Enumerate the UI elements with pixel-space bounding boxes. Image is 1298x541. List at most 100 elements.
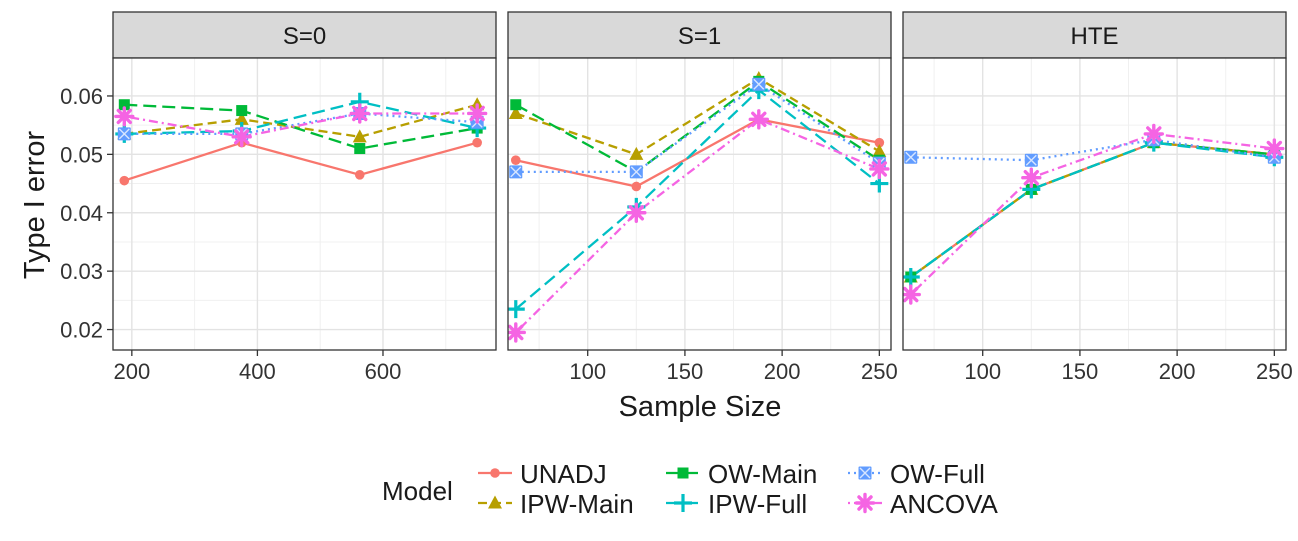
data-point-unadj xyxy=(119,175,130,186)
series-line-ipw-main xyxy=(124,103,478,138)
panel-s0: S=0 200 400 600 0.02 0.03 0.04 0.05 0.06 xyxy=(60,11,497,384)
x-tick-label: 600 xyxy=(365,359,402,384)
data-point-unadj xyxy=(874,137,885,148)
series-line-ancova xyxy=(909,132,1275,296)
data-point-ancova xyxy=(903,284,921,305)
x-tick-label: 150 xyxy=(1062,359,1099,384)
panel-data xyxy=(114,92,488,186)
data-point-unadj xyxy=(472,137,482,148)
legend-item-ow-main: OW-Main xyxy=(666,459,817,489)
data-point-ow-main xyxy=(510,99,522,111)
legend-item-unadj: UNADJ xyxy=(478,459,607,489)
x-tick-label: 150 xyxy=(667,359,704,384)
series-line-unadj xyxy=(123,141,478,182)
panel-s1: S=1 100 150 200 250 xyxy=(507,11,898,384)
legend-key-ipw-full-icon xyxy=(674,494,692,512)
legend-label: OW-Full xyxy=(890,459,985,489)
x-tick-label: 200 xyxy=(113,359,150,384)
legend-key-ancova-icon xyxy=(854,492,876,514)
series-line-unadj xyxy=(515,118,880,188)
square-cross-lines xyxy=(1025,154,1037,166)
data-point-ipw-main xyxy=(872,143,887,157)
legend-label: IPW-Full xyxy=(708,489,807,519)
data-point-ancova xyxy=(1021,167,1042,188)
data-point-ancova xyxy=(869,158,890,180)
panel-data xyxy=(903,123,1285,305)
legend-item-ipw-main: IPW-Main xyxy=(478,489,634,519)
panel-background xyxy=(113,58,496,350)
square-cross-lines xyxy=(510,166,522,178)
panel-border xyxy=(112,57,497,351)
y-tick-label: 0.03 xyxy=(60,259,103,284)
legend-key-ow-full-icon xyxy=(858,466,872,480)
data-point-unadj xyxy=(510,155,521,165)
legend-item-ow-full: OW-Full xyxy=(848,459,985,489)
data-point-ow-full xyxy=(629,165,643,179)
data-point-ancova xyxy=(748,109,769,130)
series-line-ow-main xyxy=(515,79,880,174)
data-point-ancova xyxy=(114,106,135,127)
x-tick-label: 100 xyxy=(569,359,606,384)
x-axis-title: Sample Size xyxy=(619,391,782,423)
legend-item-ancova: ANCOVA xyxy=(848,489,999,519)
panels: S=0 200 400 600 0.02 0.03 0.04 0.05 0.06 S=1 100 15… xyxy=(60,11,1293,384)
data-point-ancova xyxy=(231,126,252,148)
data-point-ipw-full xyxy=(903,268,920,286)
y-tick-label: 0.04 xyxy=(60,201,103,226)
data-point-ow-main xyxy=(236,105,248,117)
data-point-ancova xyxy=(349,103,370,124)
x-tick-label: 100 xyxy=(964,359,1001,384)
data-point-ipw-full xyxy=(508,300,525,319)
square-cross-lines xyxy=(859,467,871,479)
panel-strip-label: S=1 xyxy=(678,23,721,50)
data-point-ipw-main xyxy=(508,105,523,119)
panel-data xyxy=(508,70,890,343)
panel-strip xyxy=(507,11,892,59)
data-point-ow-full xyxy=(117,127,131,141)
data-point-ow-full xyxy=(509,165,523,179)
x-tick-label: 250 xyxy=(861,359,898,384)
x-tick-label: 200 xyxy=(1159,359,1196,384)
data-point-ancova xyxy=(1264,138,1285,159)
legend-label: ANCOVA xyxy=(890,489,999,519)
square-cross-lines xyxy=(753,78,765,90)
series-line-ancova xyxy=(514,117,880,334)
data-point-ow-full xyxy=(1024,153,1038,167)
series-line-ipw-full xyxy=(910,141,1275,278)
data-point-unadj xyxy=(631,181,642,192)
data-point-ipw-main xyxy=(352,129,367,143)
data-point-ow-main xyxy=(118,99,130,111)
legend-label: OW-Main xyxy=(708,459,817,489)
panel-border xyxy=(507,57,892,351)
data-point-ancova xyxy=(508,322,526,343)
legend-title: Model xyxy=(382,476,453,506)
series-line-ipw-main xyxy=(515,77,880,156)
data-point-ancova xyxy=(626,202,647,223)
panel-background xyxy=(508,58,891,350)
legend-label: UNADJ xyxy=(520,459,607,489)
panel-strip xyxy=(112,11,497,59)
data-point-ow-full xyxy=(904,150,918,164)
series-line-ipw-full xyxy=(124,100,478,136)
y-tick-label: 0.02 xyxy=(60,318,103,343)
square-cross-lines xyxy=(905,151,917,163)
data-point-ow-main xyxy=(354,143,366,155)
x-tick-label: 400 xyxy=(239,359,276,384)
y-axis-title: Type I error xyxy=(19,131,51,280)
legend-key-unadj-icon xyxy=(490,468,500,478)
series-line-ow-main xyxy=(124,103,478,150)
square-cross-lines xyxy=(118,128,130,140)
series-line-ow-full xyxy=(515,82,880,174)
panel-border xyxy=(902,57,1287,351)
panel-strip xyxy=(902,11,1287,59)
legend-key-ipw-main-icon xyxy=(488,495,502,509)
series-line-ancova xyxy=(124,112,478,138)
data-point-ipw-main xyxy=(234,111,249,125)
x-tick-label: 200 xyxy=(764,359,801,384)
series-line-ow-full xyxy=(910,138,1275,162)
x-tick-label: 250 xyxy=(1256,359,1293,384)
y-tick-label: 0.06 xyxy=(60,84,103,109)
panel-hte: HTE 100 150 200 250 xyxy=(902,11,1293,384)
